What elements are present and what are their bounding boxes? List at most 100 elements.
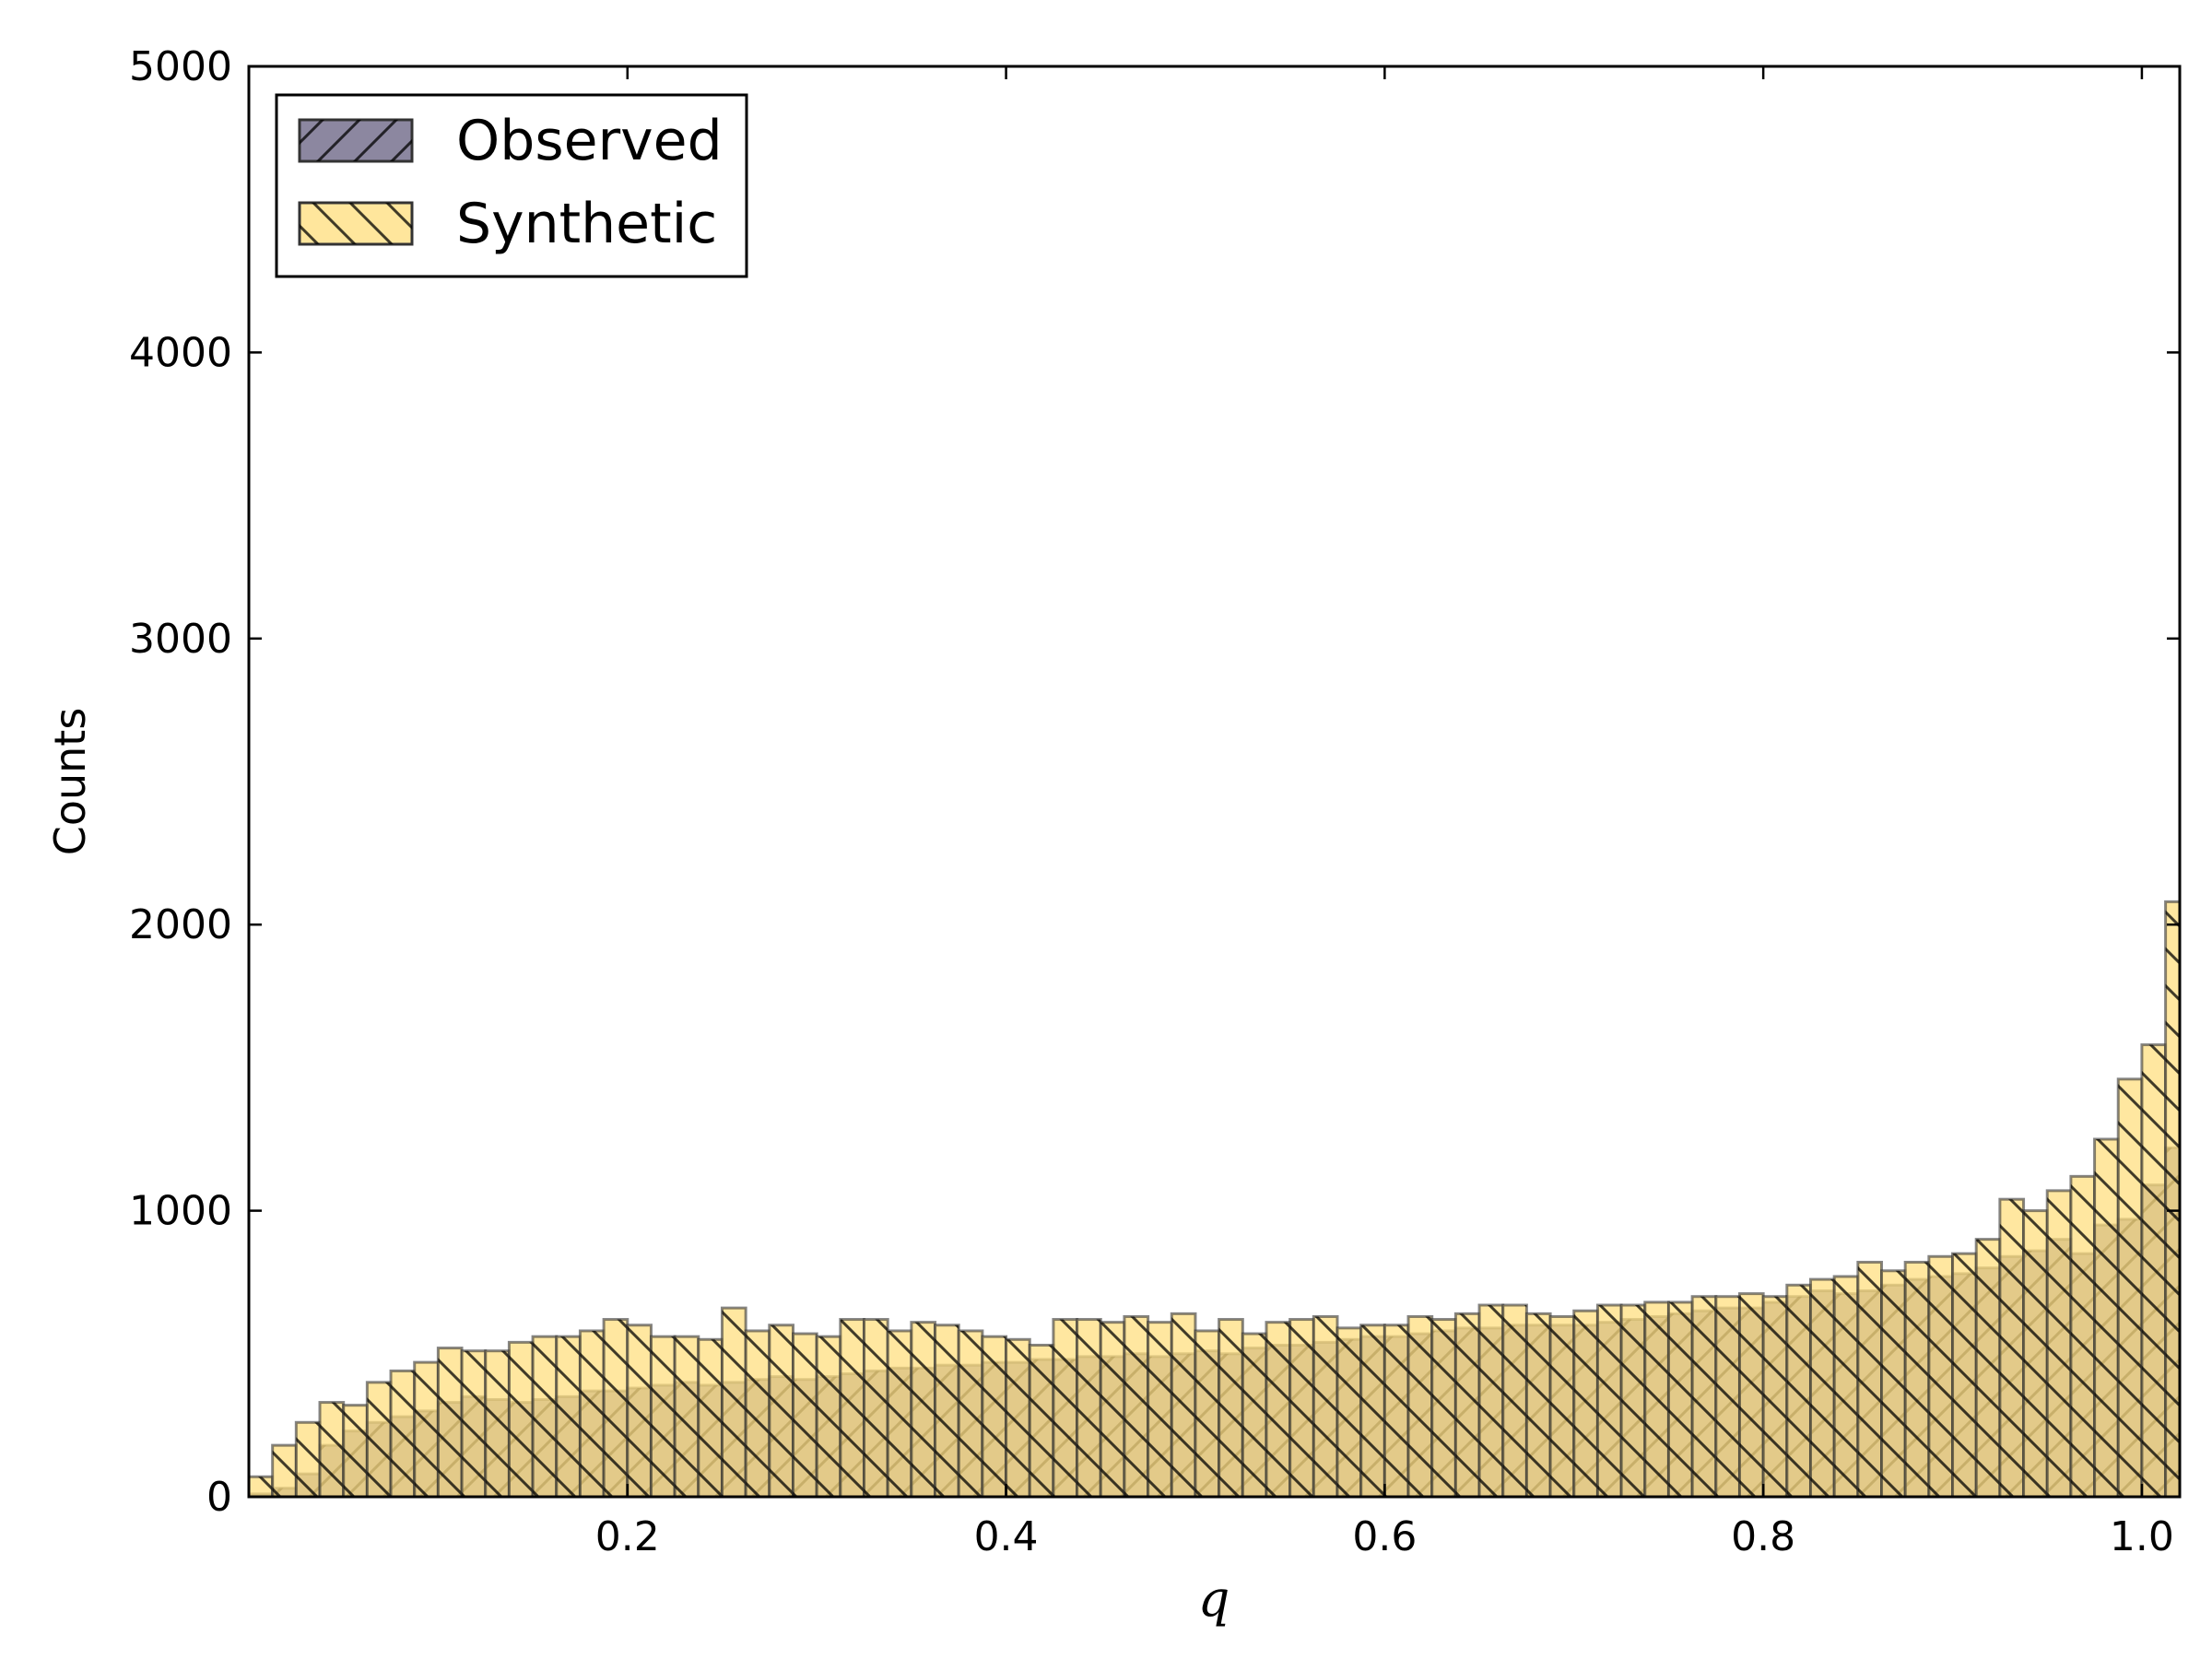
- bar-hatch-synthetic: [438, 1347, 463, 1497]
- bar-hatch-synthetic: [391, 1371, 415, 1497]
- bar-hatch-synthetic: [1597, 1305, 1622, 1497]
- x-tick-label: 0.2: [595, 1513, 660, 1560]
- y-tick-label: 4000: [129, 329, 232, 376]
- x-tick-label: 0.6: [1352, 1513, 1417, 1560]
- bar-hatch-synthetic: [888, 1330, 912, 1497]
- y-tick-label: 5000: [129, 43, 232, 90]
- bar-hatch-synthetic: [698, 1339, 723, 1497]
- bar-hatch-synthetic: [982, 1336, 1006, 1497]
- bar-hatch-synthetic: [343, 1405, 368, 1497]
- bar-hatch-synthetic: [604, 1319, 628, 1497]
- bar-synthetic: [2189, 103, 2212, 1497]
- y-tick-label: 0: [206, 1474, 232, 1521]
- bar-hatch-synthetic: [1479, 1305, 1503, 1497]
- legend-label-observed: Observed: [456, 109, 723, 173]
- bar-hatch-synthetic: [1431, 1319, 1456, 1497]
- bar-hatch-synthetic: [1526, 1313, 1551, 1497]
- bar-hatch-synthetic: [1313, 1316, 1338, 1497]
- bar-hatch-synthetic: [769, 1324, 794, 1497]
- bar-hatch-synthetic: [2047, 1190, 2071, 1497]
- bar-hatch-synthetic: [1952, 1253, 1977, 1497]
- bar-hatch-synthetic: [1408, 1316, 1432, 1497]
- bar-hatch-synthetic: [793, 1334, 818, 1497]
- bar-hatch-synthetic: [1030, 1345, 1053, 1497]
- bar-hatch-synthetic: [1763, 1296, 1787, 1497]
- bar-hatch-synthetic: [414, 1362, 439, 1497]
- bar-hatch-synthetic: [1739, 1293, 1764, 1497]
- bar-hatch-synthetic: [1881, 1270, 1906, 1497]
- bar-hatch-synthetic: [2118, 1078, 2142, 1497]
- bars-layer: [249, 103, 2212, 1497]
- legend: Observed Synthetic: [275, 93, 748, 278]
- bar-hatch-synthetic: [675, 1336, 699, 1497]
- bar-hatch-synthetic: [1668, 1301, 1693, 1497]
- plot-frame: [247, 65, 2182, 1499]
- bar-hatch-synthetic: [249, 1477, 273, 1497]
- bar-hatch-synthetic: [1077, 1319, 1101, 1497]
- bar-hatch-synthetic: [1147, 1322, 1172, 1497]
- bar-hatch-synthetic: [1124, 1316, 1148, 1497]
- bar-hatch-synthetic: [1786, 1285, 1811, 1497]
- bar-hatch-synthetic: [651, 1336, 676, 1497]
- bar-hatch-synthetic: [840, 1319, 865, 1497]
- bar-hatch-synthetic: [272, 1445, 297, 1497]
- bar-hatch-synthetic: [1455, 1313, 1480, 1497]
- bar-hatch-synthetic: [2189, 103, 2212, 1497]
- bar-hatch-synthetic: [1621, 1305, 1645, 1497]
- bar-hatch-synthetic: [2165, 901, 2180, 1497]
- bar-hatch-synthetic: [1857, 1262, 1882, 1497]
- bar-hatch-synthetic: [296, 1422, 321, 1497]
- bar-hatch-synthetic: [1905, 1262, 1929, 1497]
- series-synthetic: [249, 103, 2212, 1497]
- bar-hatch-synthetic: [462, 1350, 486, 1497]
- bar-hatch-synthetic: [1289, 1319, 1314, 1497]
- y-axis-label: Counts: [45, 708, 95, 856]
- bar-hatch-synthetic: [485, 1350, 510, 1497]
- bar-hatch-observed: [2189, 1142, 2212, 1497]
- y-tick-label: 1000: [129, 1188, 232, 1235]
- bar-hatch-synthetic: [959, 1330, 982, 1497]
- bar-hatch-synthetic: [1100, 1322, 1124, 1497]
- bar-hatch-synthetic: [817, 1336, 841, 1497]
- bar-hatch-synthetic: [1834, 1276, 1858, 1497]
- bar-hatch-synthetic: [509, 1342, 534, 1497]
- bar-hatch-synthetic: [1810, 1279, 1835, 1497]
- bar-hatch-synthetic: [2070, 1176, 2095, 1497]
- y-tick-label: 3000: [129, 616, 232, 663]
- bar-hatch-synthetic: [1218, 1319, 1243, 1497]
- bar-hatch-synthetic: [1644, 1301, 1669, 1497]
- bar-hatch-synthetic: [1573, 1311, 1598, 1497]
- ticks-layer: 0.2 0.4 0.6 0.8 1.0 0 1000 2000 3000 4000 5000: [129, 43, 2180, 1560]
- y-tick-label: 2000: [129, 901, 232, 948]
- bar-hatch-synthetic: [367, 1382, 392, 1497]
- bar-hatch-synthetic: [1006, 1339, 1030, 1497]
- bar-hatch-synthetic: [1550, 1316, 1574, 1497]
- bar-hatch-synthetic: [864, 1319, 888, 1497]
- bar-hatch-synthetic: [2023, 1210, 2048, 1497]
- bar-hatch-synthetic: [1502, 1305, 1527, 1497]
- bar-hatch-synthetic: [1360, 1324, 1385, 1497]
- bar-hatch-synthetic: [580, 1330, 605, 1497]
- bar-hatch-synthetic: [320, 1402, 344, 1497]
- bar-hatch-synthetic: [2141, 1044, 2166, 1497]
- x-tick-label: 0.4: [974, 1513, 1039, 1560]
- legend-swatch-synthetic-hatch: [300, 203, 412, 244]
- bar-hatch-synthetic: [911, 1322, 935, 1497]
- bar-hatch-synthetic: [935, 1324, 959, 1497]
- bar-hatch-synthetic: [1384, 1324, 1409, 1497]
- bar-hatch-synthetic: [1171, 1313, 1195, 1497]
- legend-swatch-observed-hatch: [300, 120, 412, 161]
- bar-hatch-synthetic: [1715, 1296, 1740, 1497]
- x-tick-label: 1.0: [2110, 1513, 2174, 1560]
- legend-label-synthetic: Synthetic: [456, 192, 717, 256]
- bar-hatch-synthetic: [722, 1308, 747, 1497]
- x-tick-label: 0.8: [1731, 1513, 1795, 1560]
- bar-hatch-synthetic: [1692, 1296, 1716, 1497]
- bar-hatch-synthetic: [1265, 1322, 1290, 1497]
- bar-hatch-synthetic: [556, 1336, 581, 1497]
- bar-observed: [2189, 1142, 2212, 1497]
- bar-hatch-synthetic: [746, 1330, 770, 1497]
- x-axis-label: q: [1198, 1570, 1230, 1628]
- bar-hatch-synthetic: [1928, 1256, 1953, 1497]
